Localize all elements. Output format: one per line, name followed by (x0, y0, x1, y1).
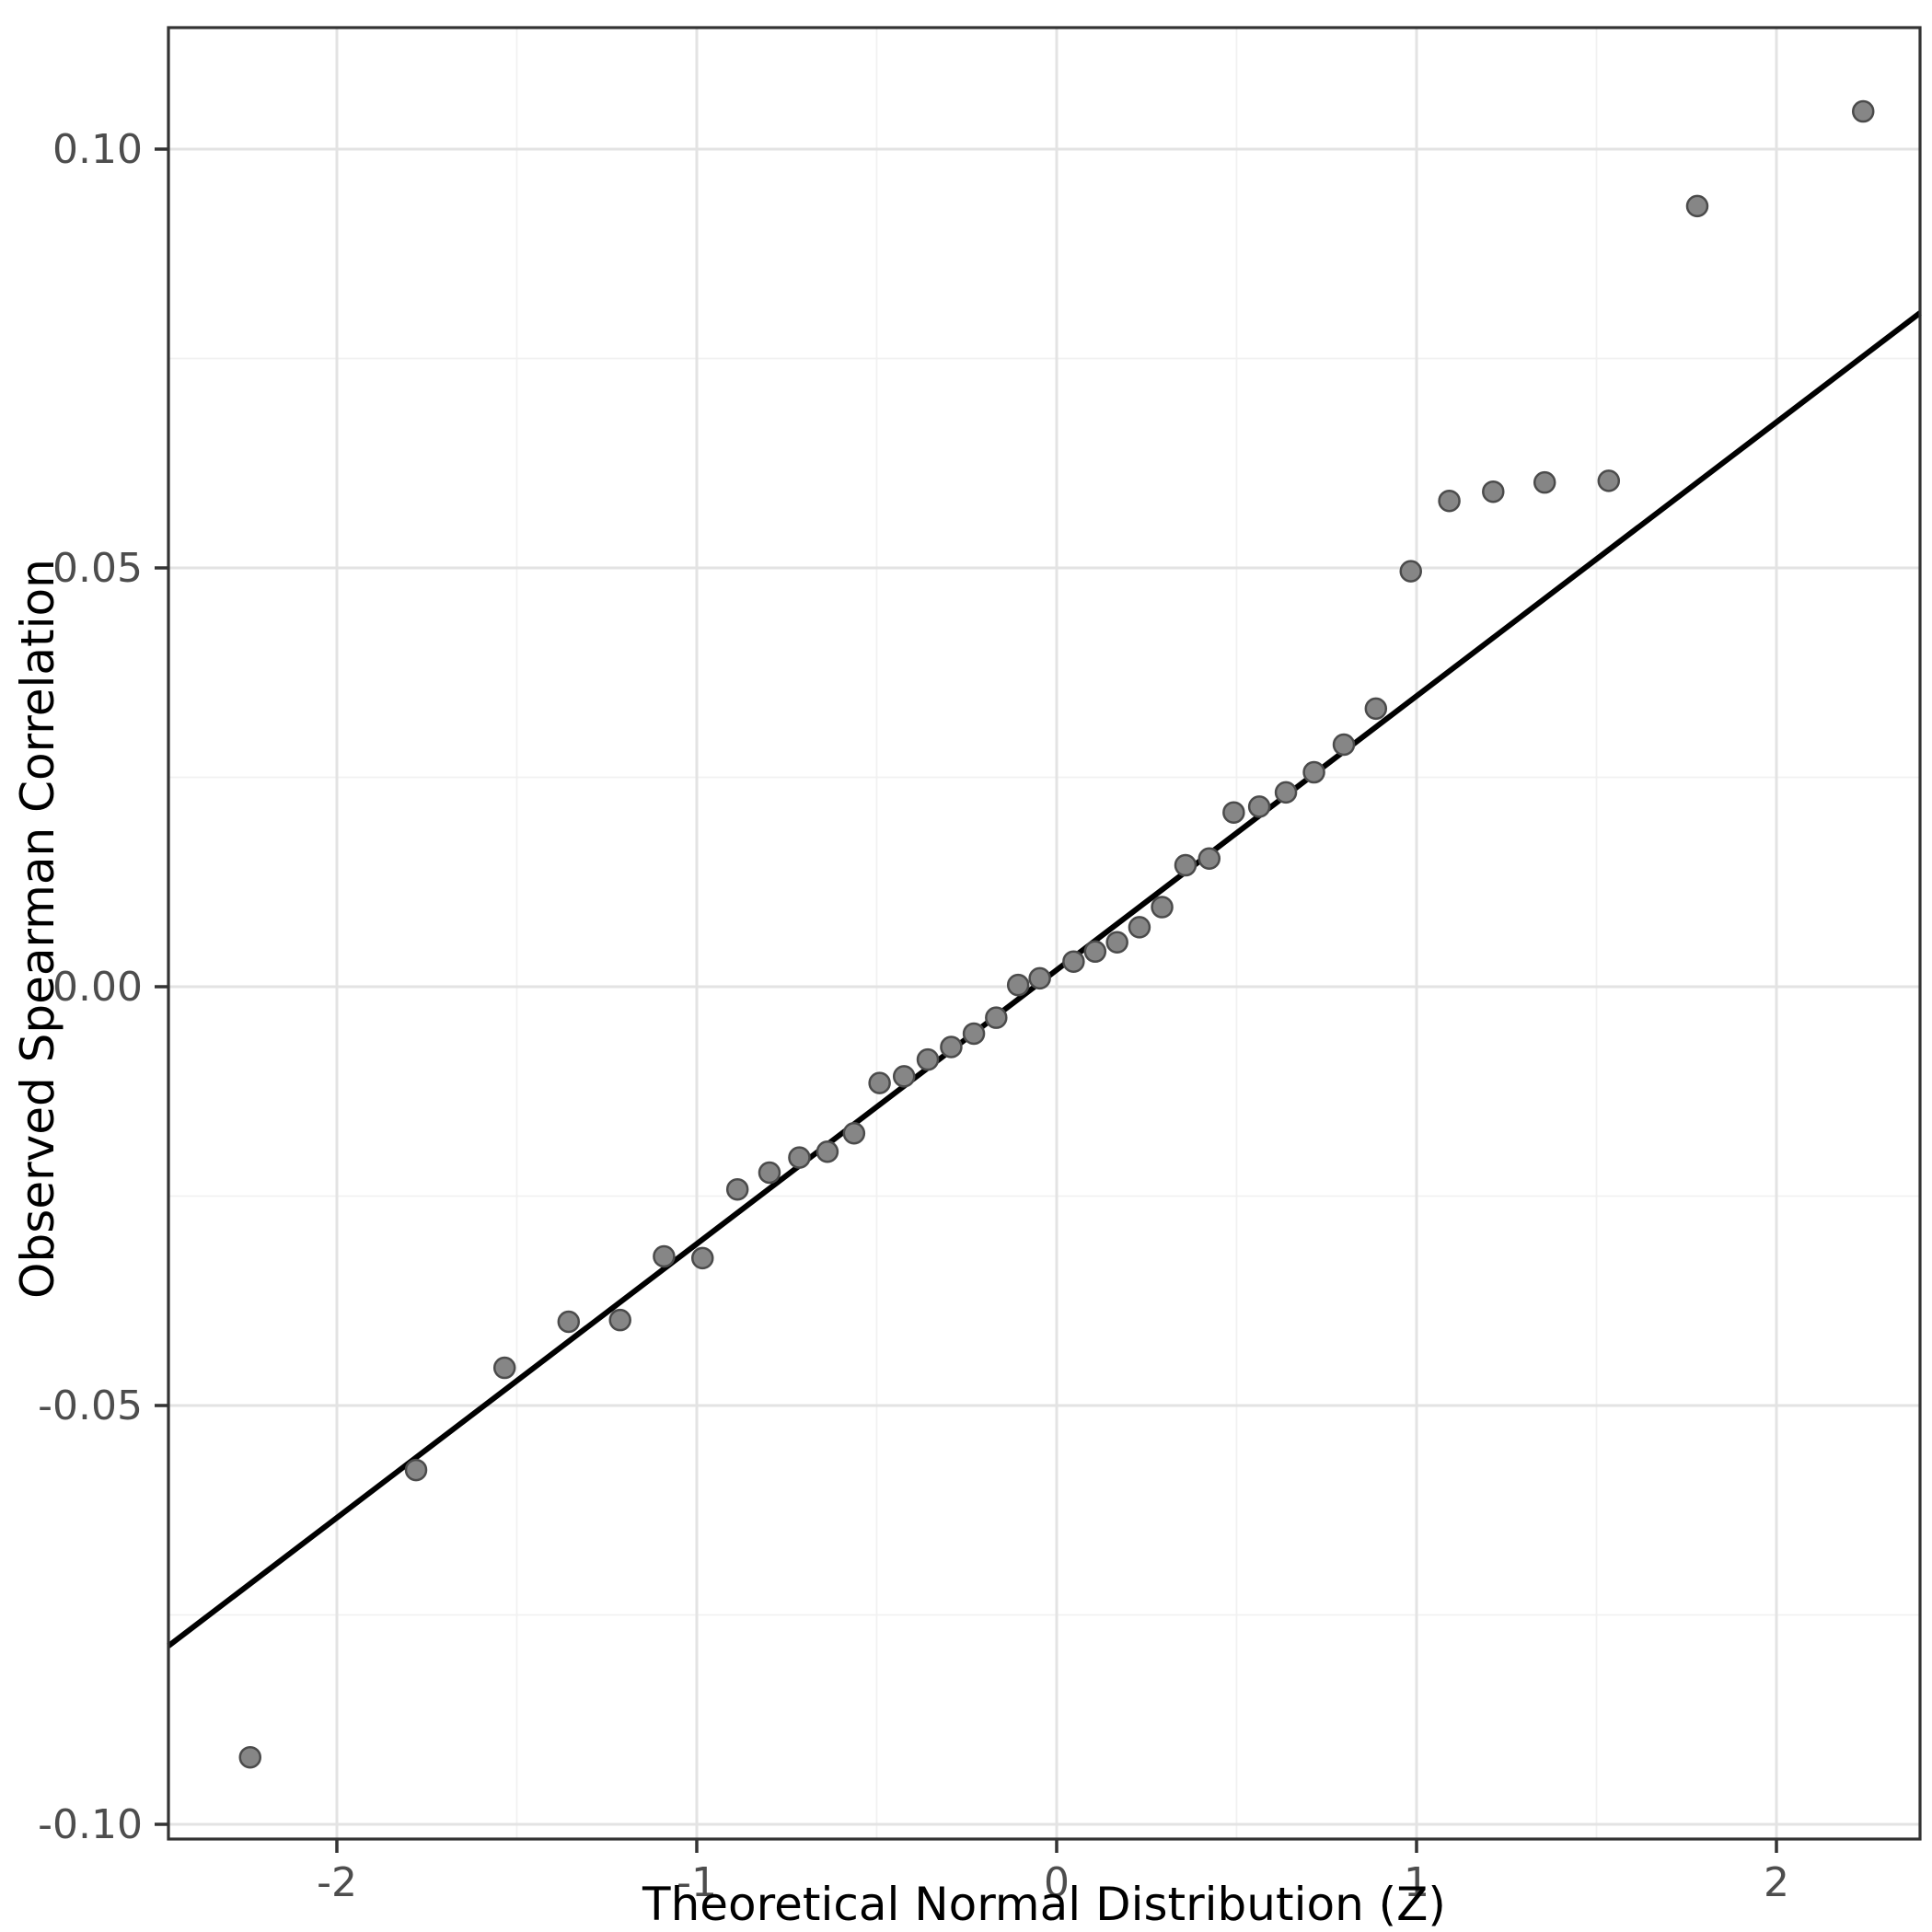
y-axis-tick-label: -0.10 (38, 1801, 143, 1848)
data-point (1438, 489, 1461, 513)
data-point (653, 1244, 676, 1268)
data-point (1851, 99, 1875, 123)
x-axis-tick-label: -2 (317, 1859, 357, 1906)
x-axis-tick-label: -1 (677, 1859, 717, 1906)
data-point (404, 1458, 428, 1482)
data-point (1197, 847, 1221, 871)
x-axis-tick-label: 2 (1764, 1859, 1789, 1906)
data-point (892, 1065, 916, 1088)
data-point (608, 1308, 631, 1332)
y-axis-tick-label: -0.05 (38, 1382, 143, 1429)
data-point (940, 1035, 963, 1059)
x-axis-tick-label: 0 (1044, 1859, 1070, 1906)
data-point (916, 1047, 940, 1071)
panel-border (167, 26, 1922, 1841)
data-point (1685, 194, 1709, 218)
data-point (1332, 733, 1356, 757)
data-point (1247, 795, 1271, 818)
data-point (1151, 896, 1174, 919)
data-point (868, 1071, 891, 1094)
x-axis-title: Theoretical Normal Distribution (Z) (642, 1878, 1446, 1931)
data-point (842, 1122, 866, 1145)
y-axis-tick-label: 0.00 (52, 964, 143, 1011)
data-point (1533, 470, 1556, 494)
data-point (985, 1006, 1008, 1029)
data-point (1482, 480, 1505, 503)
data-point (1105, 931, 1128, 954)
data-point (492, 1356, 516, 1380)
y-axis-tick-label: 0.05 (52, 545, 143, 592)
data-point (788, 1146, 811, 1169)
data-point (725, 1177, 749, 1201)
data-point (758, 1161, 781, 1185)
data-point (1028, 966, 1051, 990)
data-point (1128, 916, 1151, 939)
data-point (1302, 760, 1325, 784)
data-point (557, 1310, 581, 1334)
data-point (691, 1246, 714, 1270)
data-point (1062, 950, 1085, 973)
data-point (1364, 697, 1388, 721)
data-point (816, 1140, 839, 1163)
data-point (238, 1745, 262, 1769)
data-point (1274, 781, 1298, 804)
y-axis-tick-label: 0.10 (52, 126, 143, 173)
data-point (1083, 940, 1107, 964)
data-point (962, 1022, 986, 1046)
panel-background (168, 28, 1920, 1839)
data-point (1222, 801, 1245, 824)
x-axis-tick-label: 1 (1404, 1859, 1429, 1906)
data-point (1597, 469, 1621, 492)
y-axis-title: Observed Spearman Correlation (11, 559, 64, 1299)
data-point (1174, 853, 1197, 877)
data-point (1006, 973, 1030, 997)
data-point (1399, 560, 1422, 583)
